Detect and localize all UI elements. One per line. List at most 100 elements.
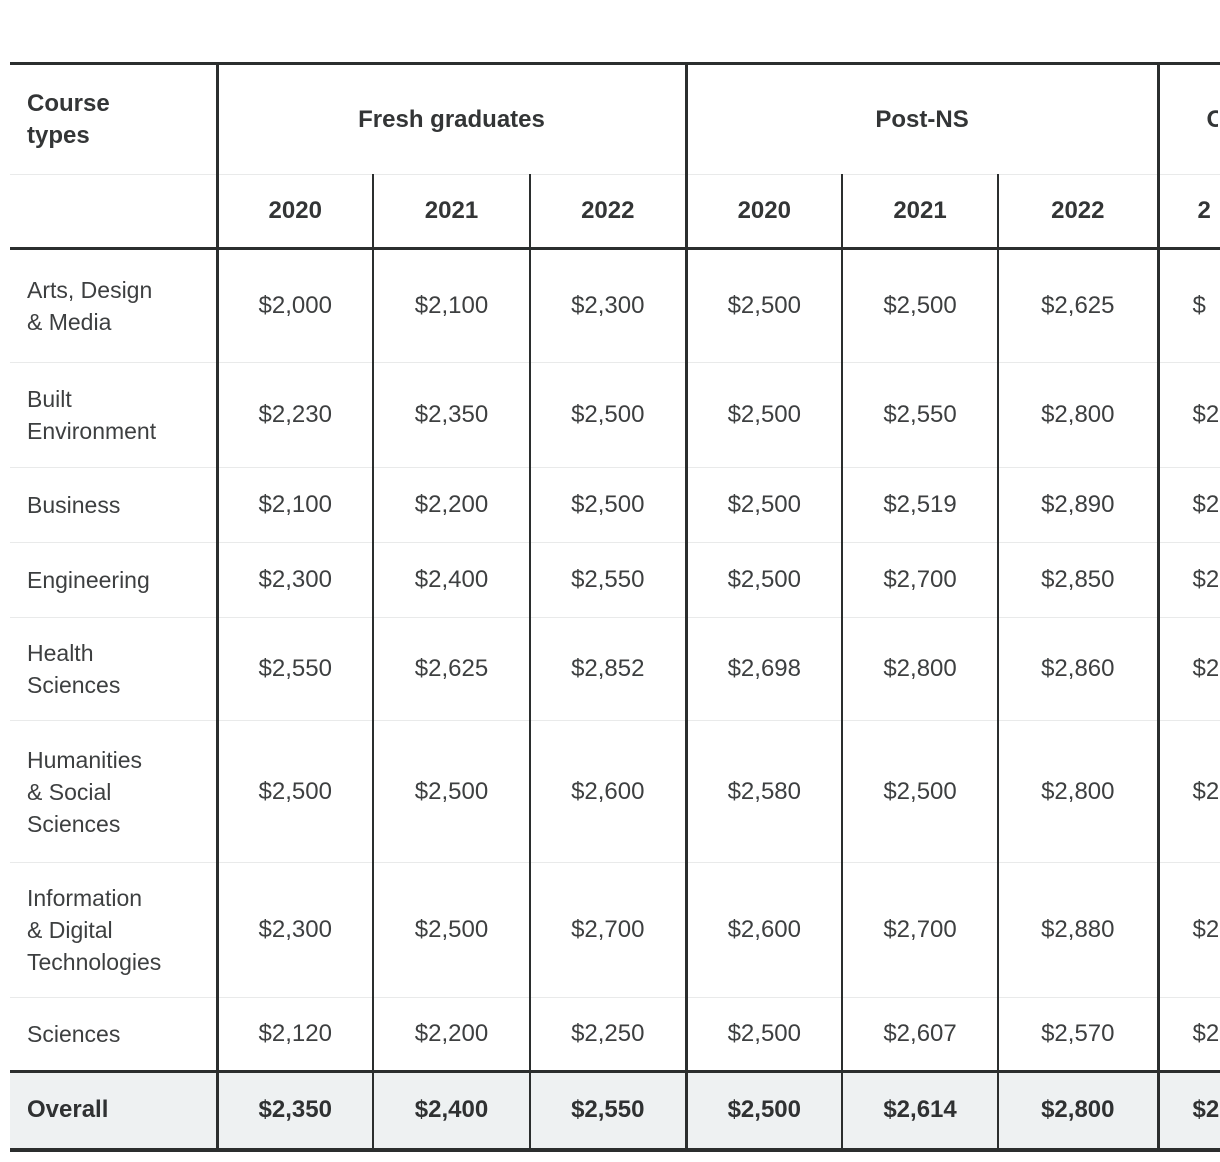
value-cell: $2,500 — [684, 1070, 843, 1152]
course-type-line: Humanities — [27, 746, 143, 773]
value-cell: $2,500 — [684, 997, 843, 1072]
year-header-postns-2022: 2022 — [997, 174, 1159, 250]
clipped-value-cell: $2 — [1156, 997, 1220, 1072]
corner-header-empty — [10, 174, 217, 250]
year-header-clipped: 2 — [1156, 174, 1220, 250]
value-cell: $2,600 — [528, 720, 687, 863]
value-cell: $2,880 — [997, 862, 1159, 998]
value-cell: $2,300 — [215, 862, 373, 998]
value-cell: $2,860 — [997, 617, 1159, 721]
value-cell: $2,120 — [215, 997, 373, 1072]
year-header-fresh-2021: 2021 — [372, 174, 530, 250]
overall-label-cell: Overall — [10, 1070, 217, 1152]
value-cell: $2,500 — [684, 542, 843, 618]
value-cell: $2,700 — [528, 862, 687, 998]
value-cell: $2,350 — [215, 1070, 373, 1152]
value-cell: $2,500 — [684, 362, 843, 468]
value-cell: $2,500 — [841, 248, 999, 363]
value-cell: $2,550 — [528, 1070, 687, 1152]
course-type-line: Arts, Design — [27, 277, 153, 303]
clipped-value-cell: $2 — [1156, 362, 1220, 468]
course-type-line: Technologies — [27, 949, 162, 975]
value-cell: $2,890 — [997, 467, 1159, 543]
course-type-line: Built — [27, 386, 72, 412]
value-cell: $2,500 — [841, 720, 999, 863]
clipped-value-cell: $2 — [1156, 862, 1220, 998]
value-cell: $2,500 — [215, 720, 373, 863]
value-cell: $2,300 — [215, 542, 373, 618]
value-cell: $2,500 — [528, 467, 687, 543]
corner-header-line: types — [27, 121, 90, 149]
value-cell: $2,100 — [372, 248, 530, 363]
year-header-postns-2020: 2020 — [684, 174, 843, 250]
table-row-sciences: Sciences $2,120 $2,200 $2,250 $2,500 $2,… — [10, 997, 1220, 1072]
value-cell: $2,500 — [528, 362, 687, 468]
course-type-line: Engineering — [27, 567, 150, 593]
group-header-fresh-graduates: Fresh graduates — [215, 62, 687, 175]
table-row-humanities-social-sciences: Humanities & Social Sciences $2,500 $2,5… — [10, 720, 1220, 863]
value-cell: $2,230 — [215, 362, 373, 468]
course-type-line: Business — [27, 492, 121, 518]
value-cell: $2,550 — [215, 617, 373, 721]
year-header-row: 2020 2021 2022 2020 2021 2022 2 — [10, 174, 1220, 250]
course-type-line: & Social — [27, 778, 112, 805]
value-cell: $2,570 — [997, 997, 1159, 1072]
value-cell: $2,850 — [997, 542, 1159, 618]
table-row-arts-design-media: Arts, Design & Media $2,000 $2,100 $2,30… — [10, 248, 1220, 363]
value-cell: $2,698 — [684, 617, 843, 721]
year-header-fresh-2022: 2022 — [528, 174, 687, 250]
value-cell: $2,625 — [997, 248, 1159, 363]
course-type-cell: Information & Digital Technologies — [10, 862, 217, 998]
course-type-cell: Engineering — [10, 542, 217, 618]
value-cell: $2,100 — [215, 467, 373, 543]
table-row-health-sciences: Health Sciences $2,550 $2,625 $2,852 $2,… — [10, 617, 1220, 721]
year-header-fresh-2020: 2020 — [215, 174, 373, 250]
course-type-cell: Health Sciences — [10, 617, 217, 721]
course-type-line: Health — [27, 640, 94, 666]
table-row-information-digital-technologies: Information & Digital Technologies $2,30… — [10, 862, 1220, 998]
value-cell: $2,614 — [841, 1070, 999, 1152]
value-cell: $2,800 — [997, 720, 1159, 863]
table-row-engineering: Engineering $2,300 $2,400 $2,550 $2,500 … — [10, 542, 1220, 618]
clipped-value-cell: $2 — [1156, 467, 1220, 543]
clipped-group-label-fragment: O — [1206, 105, 1218, 133]
clipped-value-cell: $2 — [1156, 1070, 1220, 1152]
value-cell: $2,200 — [372, 997, 530, 1072]
value-cell: $2,800 — [997, 362, 1159, 468]
value-cell: $2,200 — [372, 467, 530, 543]
year-header-postns-2021: 2021 — [841, 174, 999, 250]
table-row-built-environment: Built Environment $2,230 $2,350 $2,500 $… — [10, 362, 1220, 468]
course-type-line: Sciences — [27, 1021, 121, 1047]
clipped-value-cell: $2 — [1156, 617, 1220, 721]
value-cell: $2,500 — [684, 248, 843, 363]
value-cell: $2,607 — [841, 997, 999, 1072]
value-cell: $2,400 — [372, 542, 530, 618]
group-header-post-ns: Post-NS — [684, 62, 1159, 175]
value-cell: $2,580 — [684, 720, 843, 863]
course-type-cell: Business — [10, 467, 217, 543]
value-cell: $2,350 — [372, 362, 530, 468]
value-cell: $2,519 — [841, 467, 999, 543]
course-type-line: & Media — [27, 309, 112, 335]
value-cell: $2,500 — [684, 467, 843, 543]
course-type-line: Sciences — [27, 672, 121, 698]
value-cell: $2,852 — [528, 617, 687, 721]
table-row-overall: Overall $2,350 $2,400 $2,550 $2,500 $2,6… — [10, 1070, 1220, 1152]
value-cell: $2,250 — [528, 997, 687, 1072]
value-cell: $2,625 — [372, 617, 530, 721]
group-header-row: Course types Fresh graduates Post-NS O — [10, 62, 1220, 175]
value-cell: $2,700 — [841, 862, 999, 998]
value-cell: $2,550 — [841, 362, 999, 468]
value-cell: $2,800 — [997, 1070, 1159, 1152]
graduate-salary-table: Course types Fresh graduates Post-NS O 2… — [10, 62, 1220, 1152]
value-cell: $2,400 — [372, 1070, 530, 1152]
course-type-line: Sciences — [27, 810, 121, 837]
value-cell: $2,500 — [372, 862, 530, 998]
course-type-cell: Humanities & Social Sciences — [10, 720, 217, 863]
graduate-salary-table-sheet: Course types Fresh graduates Post-NS O 2… — [10, 62, 1220, 1152]
value-cell: $2,600 — [684, 862, 843, 998]
corner-header-course-types: Course types — [10, 62, 217, 175]
clipped-value-cell: $2 — [1156, 720, 1220, 863]
course-type-cell: Built Environment — [10, 362, 217, 468]
clipped-value-cell: $2 — [1156, 542, 1220, 618]
